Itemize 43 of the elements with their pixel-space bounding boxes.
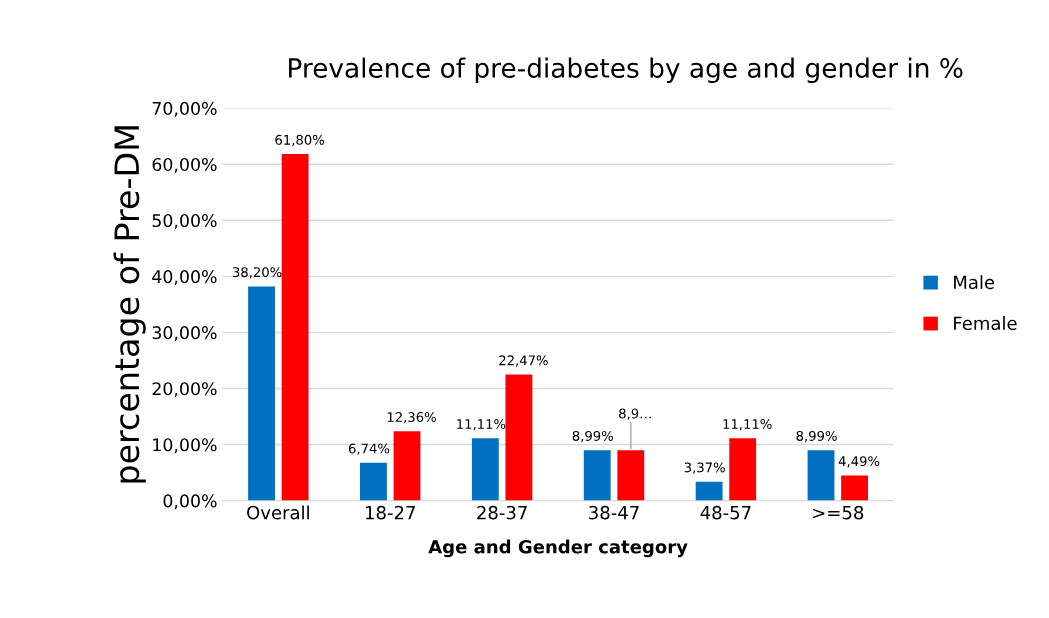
- data-label: 8,9…: [619, 408, 651, 420]
- x-tick-label: 18-27: [365, 505, 415, 520]
- x-tick-label: Overall: [247, 505, 309, 520]
- bar: [695, 481, 723, 501]
- bar: [360, 462, 387, 501]
- data-label: 6,74%: [348, 443, 390, 455]
- bar: [281, 154, 309, 501]
- bar: [841, 475, 869, 501]
- y-tick-label: 0,00%: [163, 494, 217, 510]
- y-axis-title: percentage of Pre-DM: [113, 126, 146, 483]
- y-tick-label: 50,00%: [152, 213, 217, 229]
- x-tick-label: 48-57: [700, 505, 751, 520]
- bar: [583, 450, 611, 501]
- bar: [617, 450, 645, 501]
- legend-label: Female: [954, 316, 1017, 331]
- data-label: 12,36%: [387, 412, 436, 424]
- chart-title: Prevalence of pre-diabetes by age and gender in %: [289, 57, 963, 84]
- data-label: 11,11%: [723, 419, 772, 431]
- y-tick-label: 60,00%: [152, 157, 217, 173]
- y-tick-label: 40,00%: [152, 270, 217, 285]
- bar: [393, 431, 421, 501]
- data-label: 8,99%: [796, 430, 837, 443]
- data-label: 8,99%: [572, 430, 613, 443]
- x-axis-title: Age and Gender category: [428, 539, 688, 558]
- data-label: 61,80%: [275, 134, 325, 147]
- legend-label: Male: [954, 275, 995, 290]
- bar: [248, 286, 275, 501]
- data-label: 38,20%: [232, 267, 282, 279]
- y-tick-label: 30,00%: [152, 326, 217, 342]
- data-label: 3,37%: [684, 462, 725, 474]
- data-label: 4,49%: [838, 456, 880, 468]
- x-tick-label: 28-37: [477, 505, 527, 520]
- bar: [505, 374, 533, 501]
- data-label: 11,11%: [457, 419, 506, 431]
- y-tick-label: 70,00%: [152, 101, 217, 117]
- x-tick-label: 38-47: [589, 505, 639, 520]
- data-label: 22,47%: [499, 355, 548, 367]
- y-tick-label: 10,00%: [153, 438, 217, 454]
- y-tick-label: 20,00%: [152, 382, 217, 398]
- bar: [729, 438, 757, 501]
- bar: [471, 438, 499, 501]
- x-tick-label: >=58: [813, 505, 864, 520]
- bar: [807, 450, 835, 501]
